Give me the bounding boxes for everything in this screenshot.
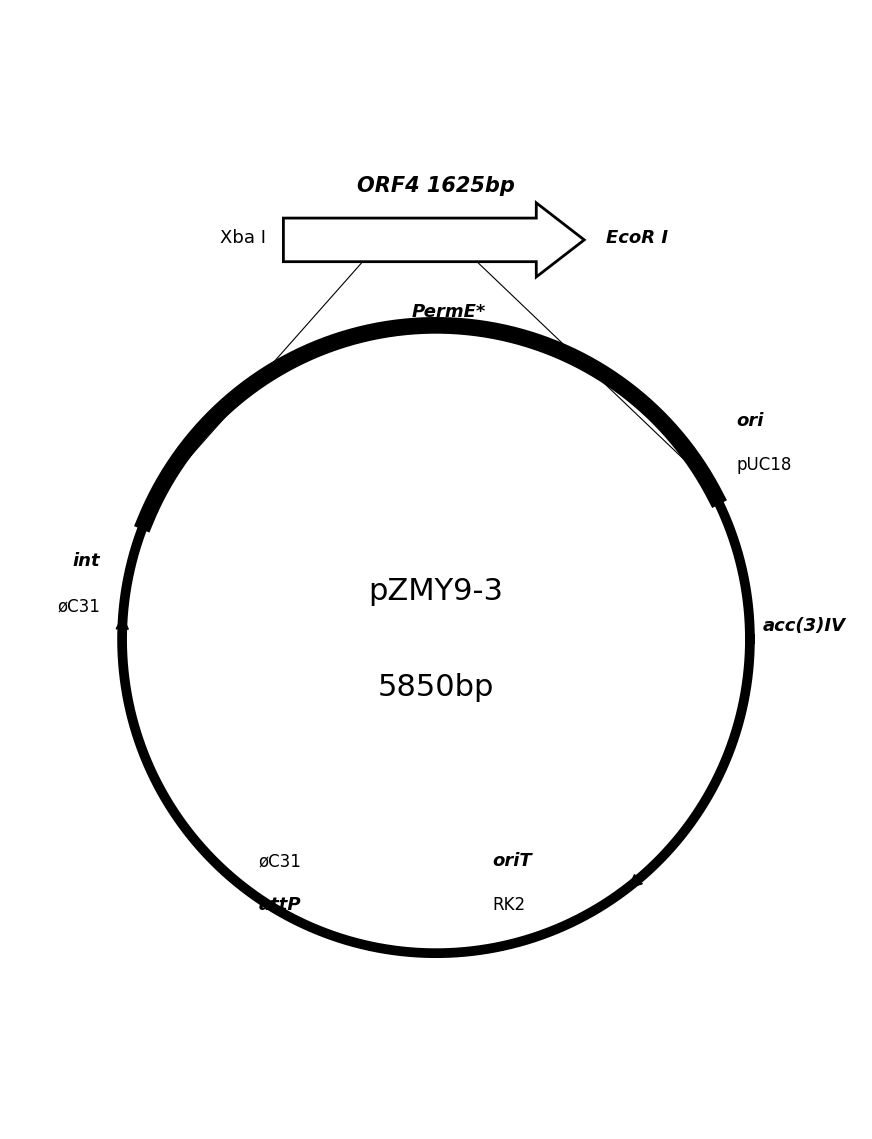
Text: RK2: RK2 xyxy=(493,896,526,915)
Text: øC31: øC31 xyxy=(258,852,301,870)
Text: int: int xyxy=(72,551,100,570)
Text: pZMY9-3: pZMY9-3 xyxy=(369,576,503,606)
Text: Xba I: Xba I xyxy=(220,229,266,247)
Text: pUC18: pUC18 xyxy=(737,456,793,474)
Text: PermE*: PermE* xyxy=(412,303,487,321)
Text: EcoR I: EcoR I xyxy=(606,229,668,247)
FancyArrow shape xyxy=(283,203,584,277)
Text: attP: attP xyxy=(258,896,301,915)
Text: ORF4 1625bp: ORF4 1625bp xyxy=(357,175,515,196)
Text: oriT: oriT xyxy=(493,852,532,870)
Text: øC31: øC31 xyxy=(58,597,100,615)
Text: ori: ori xyxy=(737,412,764,431)
Text: acc(3)IV: acc(3)IV xyxy=(763,617,846,636)
Text: 5850bp: 5850bp xyxy=(378,673,494,702)
